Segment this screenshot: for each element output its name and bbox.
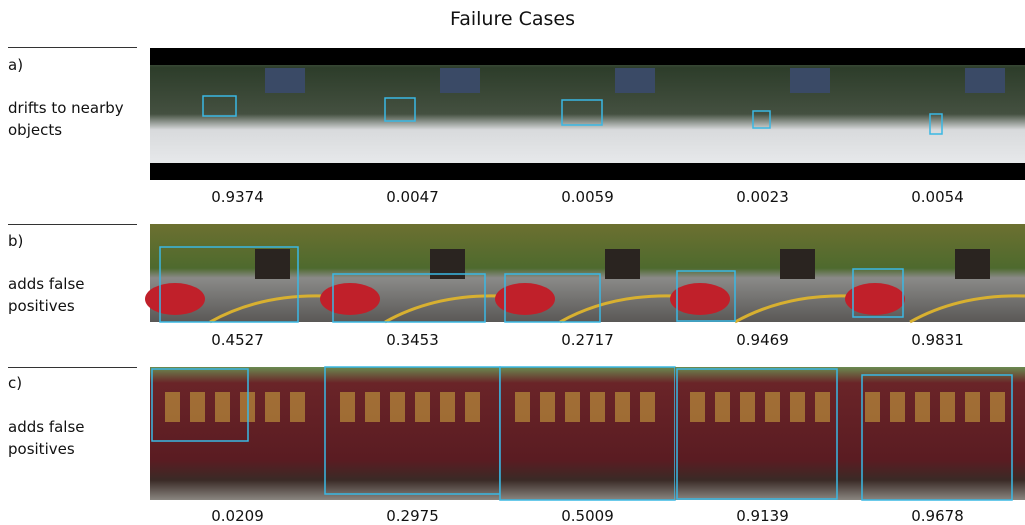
building <box>440 68 480 93</box>
letterbox <box>150 48 325 65</box>
score: 0.0023 <box>675 188 850 206</box>
score: 0.2717 <box>500 331 675 349</box>
row-description: drifts to nearby objects <box>8 97 143 141</box>
letterbox <box>675 163 850 180</box>
frame-image <box>325 367 500 500</box>
building <box>965 68 1005 93</box>
window <box>465 392 480 422</box>
window <box>915 392 930 422</box>
row-label: b) <box>8 232 23 250</box>
window <box>740 392 755 422</box>
window <box>265 392 280 422</box>
window <box>765 392 780 422</box>
score: 0.9469 <box>675 331 850 349</box>
score: 0.2975 <box>325 507 500 525</box>
window <box>865 392 880 422</box>
car <box>320 283 380 315</box>
window <box>940 392 955 422</box>
window <box>515 392 530 422</box>
score: 0.0054 <box>850 188 1025 206</box>
score: 0.9139 <box>675 507 850 525</box>
window <box>415 392 430 422</box>
frame-image <box>150 48 325 180</box>
score: 0.9374 <box>150 188 325 206</box>
letterbox <box>325 163 500 180</box>
letterbox <box>850 163 1025 180</box>
window <box>440 392 455 422</box>
frame-image <box>500 367 675 500</box>
window <box>590 392 605 422</box>
row-description: adds false positives <box>8 273 143 317</box>
letterbox <box>500 163 675 180</box>
car <box>495 283 555 315</box>
window <box>715 392 730 422</box>
shelter <box>955 249 990 279</box>
score: 0.0047 <box>325 188 500 206</box>
letterbox <box>150 163 325 180</box>
window <box>365 392 380 422</box>
building <box>790 68 830 93</box>
window <box>815 392 830 422</box>
letterbox <box>325 48 500 65</box>
window <box>190 392 205 422</box>
window <box>540 392 555 422</box>
page: Failure Cases a) drifts to nearby objects… <box>0 0 1025 525</box>
window <box>640 392 655 422</box>
letterbox <box>500 48 675 65</box>
separator <box>8 224 137 225</box>
row-description: adds false positives <box>8 416 143 460</box>
window <box>290 392 305 422</box>
figure <box>0 0 1025 525</box>
figure-title: Failure Cases <box>0 8 1025 30</box>
score: 0.4527 <box>150 331 325 349</box>
score: 0.9831 <box>850 331 1025 349</box>
letterbox <box>850 48 1025 65</box>
row-label: a) <box>8 56 23 74</box>
window <box>890 392 905 422</box>
frame-image <box>850 367 1025 500</box>
separator <box>8 47 137 48</box>
building <box>265 68 305 93</box>
window <box>340 392 355 422</box>
frame-image <box>150 367 325 500</box>
window <box>690 392 705 422</box>
letterbox <box>675 48 850 65</box>
window <box>215 392 230 422</box>
car <box>145 283 205 315</box>
shelter <box>605 249 640 279</box>
window <box>790 392 805 422</box>
row-label: c) <box>8 374 22 392</box>
window <box>990 392 1005 422</box>
car <box>670 283 730 315</box>
frame-image <box>500 48 675 180</box>
window <box>390 392 405 422</box>
score: 0.0059 <box>500 188 675 206</box>
score: 0.0209 <box>150 507 325 525</box>
car <box>845 283 905 315</box>
window <box>565 392 580 422</box>
score: 0.9678 <box>850 507 1025 525</box>
building <box>615 68 655 93</box>
frame-image <box>675 367 850 500</box>
window <box>615 392 630 422</box>
frame-image <box>325 48 500 180</box>
shelter <box>255 249 290 279</box>
frame-image <box>675 48 850 180</box>
score: 0.3453 <box>325 331 500 349</box>
window <box>965 392 980 422</box>
shelter <box>780 249 815 279</box>
score: 0.5009 <box>500 507 675 525</box>
separator <box>8 367 137 368</box>
window <box>165 392 180 422</box>
